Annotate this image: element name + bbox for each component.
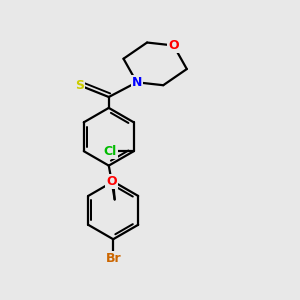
- Text: Cl: Cl: [103, 145, 117, 158]
- Text: Br: Br: [105, 252, 121, 265]
- Text: O: O: [168, 39, 179, 52]
- Text: N: N: [132, 76, 142, 89]
- Text: S: S: [75, 79, 84, 92]
- Text: O: O: [106, 175, 117, 188]
